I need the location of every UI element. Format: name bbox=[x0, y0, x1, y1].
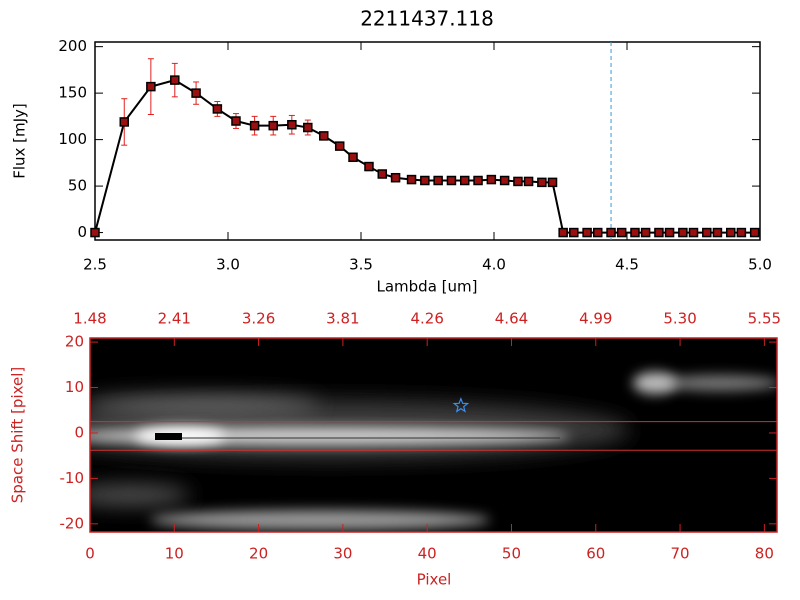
data-point bbox=[249, 120, 260, 131]
x2-tick-label: 4.64 bbox=[495, 310, 528, 328]
data-point bbox=[640, 227, 651, 238]
data-point bbox=[390, 172, 401, 183]
data-point bbox=[446, 175, 457, 186]
x2-tick-label: 4.26 bbox=[410, 310, 443, 328]
data-point bbox=[90, 227, 100, 238]
y-tick-label: -10 bbox=[60, 469, 85, 487]
data-point bbox=[499, 175, 510, 186]
data-point bbox=[592, 227, 603, 238]
data-point bbox=[569, 227, 579, 238]
data-point bbox=[459, 175, 470, 186]
y-axis-label: Space Shift [pixel] bbox=[9, 367, 27, 504]
x-tick-label: 3.5 bbox=[349, 256, 373, 274]
y-tick-label: 20 bbox=[65, 333, 84, 351]
x-tick-label: 10 bbox=[165, 545, 184, 563]
data-point bbox=[606, 227, 616, 238]
x2-tick-label: 3.81 bbox=[326, 310, 359, 328]
y-axis-label: Flux [mJy] bbox=[11, 103, 29, 179]
x2-tick-label: 1.48 bbox=[73, 310, 106, 328]
y-tick-label: 150 bbox=[58, 84, 87, 102]
x-tick-label: 5.0 bbox=[748, 256, 772, 274]
y-tick-label: -20 bbox=[60, 514, 85, 532]
data-point bbox=[688, 227, 699, 238]
data-point bbox=[654, 227, 664, 238]
y-tick-label: 10 bbox=[65, 378, 84, 396]
data-point bbox=[537, 177, 547, 188]
data-point bbox=[433, 175, 443, 186]
data-point bbox=[582, 227, 592, 238]
data-point bbox=[736, 227, 747, 238]
y-tick-label: 200 bbox=[58, 37, 87, 55]
x-tick-label: 50 bbox=[502, 545, 521, 563]
x2-tick-label: 3.26 bbox=[242, 310, 275, 328]
data-point bbox=[664, 227, 675, 238]
x-axis-label: Pixel bbox=[417, 571, 452, 589]
data-point bbox=[420, 175, 430, 186]
data-point bbox=[364, 161, 374, 172]
x2-tick-label: 2.41 bbox=[158, 310, 191, 328]
data-point bbox=[319, 131, 329, 141]
data-point bbox=[119, 117, 130, 127]
data-point bbox=[473, 175, 483, 186]
data-point bbox=[523, 176, 534, 187]
plot-frame bbox=[94, 41, 761, 241]
x2-tick-label: 5.30 bbox=[663, 310, 696, 328]
data-point bbox=[231, 116, 241, 126]
x-tick-label: 20 bbox=[249, 545, 268, 563]
x-tick-label: 70 bbox=[671, 545, 690, 563]
data-point bbox=[303, 122, 313, 133]
data-point bbox=[702, 227, 712, 238]
spectral-image bbox=[90, 338, 777, 532]
data-point bbox=[558, 227, 568, 238]
data-point bbox=[616, 227, 627, 238]
x2-tick-label: 5.55 bbox=[748, 310, 781, 328]
data-point bbox=[287, 119, 297, 130]
data-point bbox=[486, 174, 497, 185]
data-point bbox=[146, 81, 156, 92]
x-tick-label: 30 bbox=[333, 545, 352, 563]
data-point bbox=[334, 141, 345, 151]
y-tick-label: 0 bbox=[74, 423, 84, 441]
chart-title: 2211437.118 bbox=[360, 7, 494, 31]
data-line bbox=[94, 79, 755, 234]
data-point bbox=[725, 227, 736, 238]
y-tick-label: 100 bbox=[58, 130, 87, 148]
x2-tick-label: 4.99 bbox=[579, 310, 612, 328]
x-tick-label: 4.0 bbox=[482, 256, 506, 274]
data-point bbox=[268, 120, 278, 131]
y-tick-label: 50 bbox=[68, 177, 87, 195]
data-point bbox=[630, 227, 640, 238]
x-tick-label: 80 bbox=[755, 545, 774, 563]
data-point bbox=[191, 88, 201, 98]
x-tick-label: 2.5 bbox=[83, 256, 107, 274]
x-tick-label: 60 bbox=[586, 545, 605, 563]
data-point bbox=[348, 152, 358, 163]
x-tick-label: 4.5 bbox=[615, 256, 639, 274]
x-tick-label: 3.0 bbox=[216, 256, 240, 274]
source-marker bbox=[452, 397, 470, 413]
data-point bbox=[377, 169, 388, 179]
data-point bbox=[406, 174, 417, 185]
x-tick-label: 40 bbox=[418, 545, 437, 563]
x-axis-label: Lambda [um] bbox=[377, 278, 478, 296]
plot-frame bbox=[89, 337, 778, 533]
x-tick-label: 0 bbox=[85, 545, 95, 563]
data-point bbox=[170, 75, 180, 85]
y-tick-label: 0 bbox=[77, 223, 87, 241]
data-point bbox=[547, 177, 558, 188]
data-point bbox=[749, 227, 760, 238]
data-point bbox=[712, 227, 723, 238]
data-point bbox=[513, 176, 523, 187]
data-point bbox=[678, 227, 688, 238]
data-point bbox=[212, 104, 223, 114]
